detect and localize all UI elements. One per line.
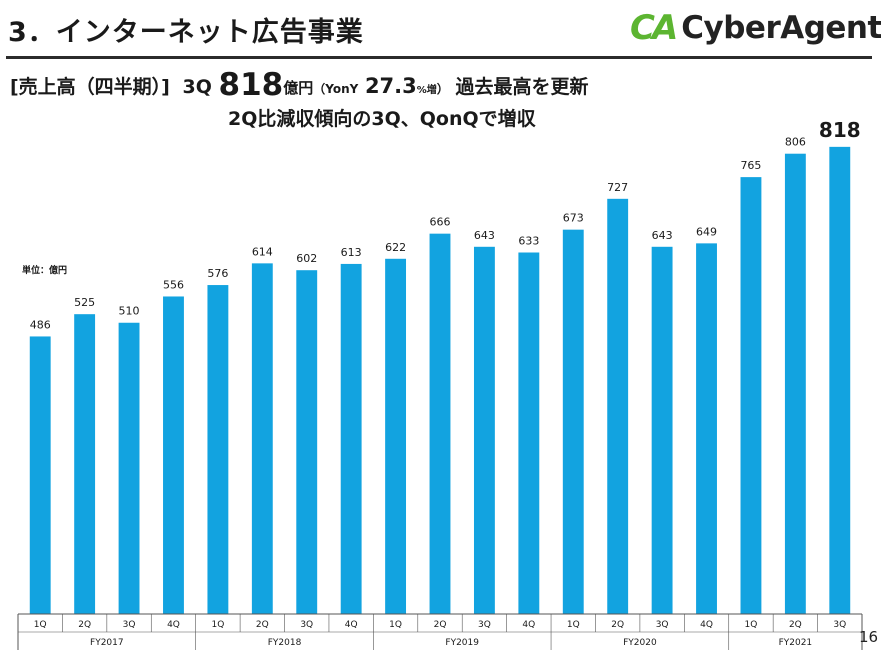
tick-label-15: 4Q — [700, 620, 713, 630]
tick-label-5: 2Q — [256, 620, 269, 630]
headline-subtitle: 2Q比減収傾向の3Q、QonQで増収 — [228, 108, 536, 130]
group-label-4: FY2021 — [779, 638, 813, 648]
bar-1 — [74, 314, 96, 614]
data-label-8: 622 — [385, 241, 406, 254]
tick-label-6: 3Q — [300, 620, 313, 630]
bar-3 — [163, 296, 184, 614]
data-label-3: 556 — [163, 278, 184, 291]
tick-label-13: 2Q — [611, 620, 624, 630]
data-label-15: 649 — [696, 225, 717, 238]
headline-yoy-value: 27.3 — [364, 74, 417, 98]
headline-bracket: [売上高（四半期）] — [10, 76, 170, 98]
data-label-5: 614 — [252, 245, 273, 258]
tick-label-14: 3Q — [656, 620, 669, 630]
unit-label: 単位：億円 — [22, 266, 68, 276]
data-label-2: 510 — [119, 305, 140, 318]
group-label-1: FY2018 — [268, 638, 302, 648]
bar-14 — [651, 246, 673, 614]
bar-2 — [118, 322, 140, 614]
bar-13 — [607, 198, 629, 614]
bar-16 — [740, 177, 762, 614]
page-number: 16 — [859, 628, 879, 646]
bar-15 — [696, 243, 717, 614]
tick-label-1: 2Q — [78, 620, 91, 630]
tick-label-8: 1Q — [389, 620, 402, 630]
cyberagent-logo: CA CyberAgent ® — [630, 8, 881, 48]
data-label-16: 765 — [740, 159, 761, 172]
tick-label-7: 4Q — [345, 620, 358, 630]
headline-record: 過去最高を更新 — [455, 76, 589, 98]
headline-value: 818 — [218, 67, 284, 103]
bar-7 — [340, 263, 362, 614]
data-label-13: 727 — [607, 181, 628, 194]
headline-yoy-unit: %増 — [416, 85, 437, 96]
headline-unit: 億円 — [283, 79, 314, 97]
data-label-7: 613 — [341, 246, 362, 259]
bar-0 — [29, 336, 51, 614]
bar-12 — [562, 229, 584, 614]
group-label-2: FY2019 — [445, 638, 479, 648]
group-label-3: FY2020 — [623, 638, 657, 648]
data-label-17: 806 — [785, 136, 806, 149]
tick-label-4: 1Q — [211, 620, 224, 630]
data-label-18: 818 — [819, 118, 861, 142]
headline-yoy-close: ） — [436, 82, 449, 96]
logo-text: CyberAgent — [681, 10, 881, 46]
bar-6 — [296, 270, 318, 614]
bar-17 — [784, 153, 806, 614]
tick-label-2: 3Q — [123, 620, 136, 630]
data-label-11: 633 — [518, 235, 539, 248]
logo-mark: CA — [630, 8, 678, 48]
headline-yoy-open: （YonY — [313, 82, 359, 96]
tick-label-17: 2Q — [789, 620, 802, 630]
data-label-1: 525 — [74, 296, 95, 309]
bar-11 — [518, 252, 540, 615]
tick-label-3: 4Q — [167, 620, 180, 630]
tick-label-0: 1Q — [34, 620, 47, 630]
headline: [売上高（四半期）] 3Q 818億円（YonY 27.3%増） 過去最高を更新 — [10, 70, 589, 104]
data-label-6: 602 — [296, 252, 317, 265]
data-label-4: 576 — [207, 267, 228, 280]
data-label-9: 666 — [430, 216, 451, 229]
bar-8 — [385, 258, 407, 614]
tick-label-18: 3Q — [833, 620, 846, 630]
group-label-0: FY2017 — [90, 638, 124, 648]
headline-quarter: 3Q — [182, 76, 212, 98]
bar-9 — [429, 233, 451, 614]
title-divider — [6, 56, 872, 59]
page-title: 3．インターネット広告事業 — [8, 17, 364, 48]
bar-18 — [829, 146, 851, 614]
bar-5 — [251, 263, 273, 614]
tick-label-16: 1Q — [745, 620, 758, 630]
data-label-14: 643 — [652, 229, 673, 242]
data-label-10: 643 — [474, 229, 495, 242]
tick-label-12: 1Q — [567, 620, 580, 630]
data-label-0: 486 — [30, 318, 51, 331]
bar-4 — [207, 285, 229, 614]
tick-label-11: 4Q — [522, 620, 535, 630]
tick-label-10: 3Q — [478, 620, 491, 630]
bar-10 — [473, 246, 495, 614]
tick-label-9: 2Q — [434, 620, 447, 630]
data-label-12: 673 — [563, 212, 584, 225]
